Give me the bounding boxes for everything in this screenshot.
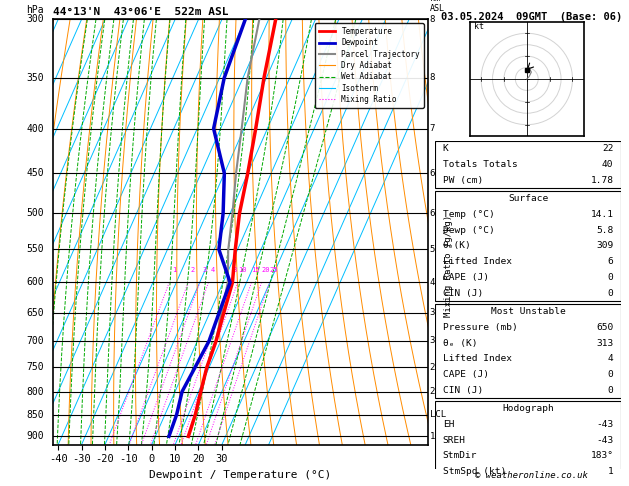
Text: 8: 8 [430,73,435,83]
Text: hPa: hPa [26,5,44,15]
Bar [435,304,621,398]
Text: 40: 40 [602,160,613,169]
Text: 44°13'N  43°06'E  522m ASL: 44°13'N 43°06'E 522m ASL [53,7,229,17]
Text: 650: 650 [596,323,613,332]
Text: Temp (°C): Temp (°C) [443,210,494,219]
Text: 0: 0 [608,289,613,297]
Text: Totals Totals: Totals Totals [443,160,518,169]
Text: 8: 8 [233,267,237,273]
Bar [435,191,621,301]
Text: 313: 313 [596,339,613,347]
Text: StmSpd (kt): StmSpd (kt) [443,467,506,476]
Text: Surface: Surface [508,194,548,203]
Text: CAPE (J): CAPE (J) [443,370,489,379]
Bar [435,141,621,188]
Text: -43: -43 [596,435,613,445]
Text: -43: -43 [596,420,613,429]
Text: 600: 600 [26,278,44,288]
Text: 1: 1 [172,267,176,273]
Text: Lifted Index: Lifted Index [443,354,511,363]
Text: 22: 22 [602,144,613,153]
Text: 14.1: 14.1 [591,210,613,219]
Text: EH: EH [443,420,454,429]
Text: Lifted Index: Lifted Index [443,257,511,266]
Text: 900: 900 [26,432,44,441]
Text: 4: 4 [211,267,215,273]
Text: 03.05.2024  09GMT  (Base: 06): 03.05.2024 09GMT (Base: 06) [441,12,622,22]
Bar [435,401,621,480]
Text: StmDir: StmDir [443,451,477,460]
Text: 800: 800 [26,387,44,397]
Text: 8: 8 [430,15,435,24]
Text: 183°: 183° [591,451,613,460]
Text: 3: 3 [430,336,435,346]
Text: 0: 0 [608,273,613,282]
X-axis label: Dewpoint / Temperature (°C): Dewpoint / Temperature (°C) [150,470,331,480]
Text: 7: 7 [430,124,435,133]
Text: kt: kt [474,22,484,31]
Text: 4: 4 [608,354,613,363]
Text: 1: 1 [430,432,435,441]
Text: 5: 5 [430,245,435,254]
Text: 0: 0 [608,370,613,379]
Text: θₑ (K): θₑ (K) [443,339,477,347]
Legend: Temperature, Dewpoint, Parcel Trajectory, Dry Adiabat, Wet Adiabat, Isotherm, Mi: Temperature, Dewpoint, Parcel Trajectory… [314,23,424,107]
Text: 850: 850 [26,410,44,419]
Text: 4: 4 [430,278,435,287]
Text: PW (cm): PW (cm) [443,176,483,185]
Text: 6: 6 [430,169,435,178]
Text: θₑ(K): θₑ(K) [443,242,472,250]
Text: 6: 6 [608,257,613,266]
Text: CIN (J): CIN (J) [443,289,483,297]
Text: 5.8: 5.8 [596,226,613,235]
Text: 750: 750 [26,362,44,372]
Text: © weatheronline.co.uk: © weatheronline.co.uk [475,471,588,480]
Text: Mixing Ratio (g/kg): Mixing Ratio (g/kg) [444,215,453,317]
Text: 650: 650 [26,308,44,318]
Text: 300: 300 [26,15,44,24]
Text: 550: 550 [26,244,44,255]
Text: 2: 2 [430,387,435,396]
Text: Most Unstable: Most Unstable [491,307,565,316]
Text: 450: 450 [26,168,44,178]
Text: 700: 700 [26,336,44,346]
Text: SREH: SREH [443,435,465,445]
Text: CIN (J): CIN (J) [443,386,483,395]
Text: 20: 20 [262,267,270,273]
Text: 500: 500 [26,208,44,218]
Text: 1: 1 [608,467,613,476]
Text: Pressure (mb): Pressure (mb) [443,323,518,332]
Text: K: K [443,144,448,153]
Text: 6: 6 [430,209,435,218]
Text: 2: 2 [191,267,195,273]
Text: 3: 3 [430,308,435,317]
Text: 350: 350 [26,73,44,83]
Text: 400: 400 [26,123,44,134]
Text: km
ASL: km ASL [430,0,445,13]
Text: Hodograph: Hodograph [502,404,554,413]
Text: LCL: LCL [430,410,446,419]
Text: 309: 309 [596,242,613,250]
Text: 1.78: 1.78 [591,176,613,185]
Text: 15: 15 [252,267,260,273]
Text: 0: 0 [608,386,613,395]
Text: 3: 3 [203,267,206,273]
Text: 2: 2 [430,363,435,372]
Text: Dewp (°C): Dewp (°C) [443,226,494,235]
Text: 25: 25 [270,267,278,273]
Text: 10: 10 [238,267,247,273]
Text: CAPE (J): CAPE (J) [443,273,489,282]
